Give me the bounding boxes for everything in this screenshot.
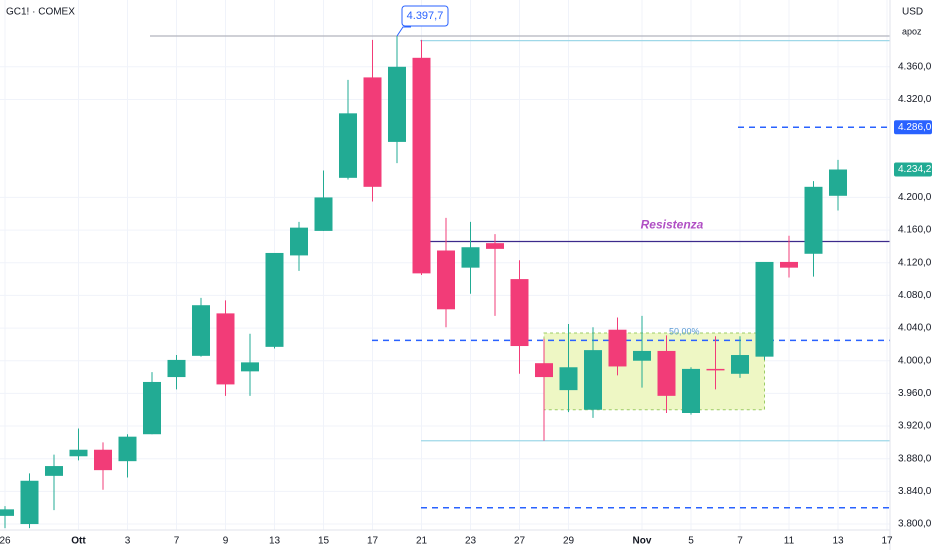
candle-body	[0, 509, 14, 516]
candle-body	[706, 368, 725, 371]
x-tick-label: 27	[514, 536, 526, 547]
price-badge-label: 4.286,0	[898, 122, 932, 133]
scale-mode: apoz	[902, 26, 922, 36]
x-tick-label: 23	[465, 536, 477, 547]
resistance-label: Resistenza	[641, 218, 704, 232]
candle-body	[510, 279, 529, 347]
chart-title: GC1! · COMEX	[6, 7, 75, 18]
x-tick-label: 17	[881, 536, 893, 547]
y-tick-label: 3.960,0	[898, 388, 932, 399]
grid	[0, 0, 890, 530]
callout-box	[401, 5, 449, 27]
x-tick-label: 17	[367, 536, 379, 547]
x-tick-label: 26	[0, 536, 11, 547]
x-tick-label: 13	[832, 536, 844, 547]
currency: USD	[902, 7, 923, 18]
candle-body	[118, 436, 137, 462]
candle-body	[143, 381, 161, 435]
candle-body	[829, 169, 847, 196]
y-tick-label: 4.000,0	[898, 355, 932, 366]
candle-body	[192, 305, 210, 356]
y-tick-label: 4.120,0	[898, 257, 932, 268]
candle-body	[633, 350, 651, 361]
candle-body	[804, 186, 823, 254]
candle-body	[290, 227, 308, 256]
candle-body	[314, 197, 333, 231]
candle-body	[584, 350, 602, 410]
candle-body	[388, 66, 406, 142]
plot-area: 50,00% Resistenza	[0, 35, 890, 529]
candle-body	[535, 363, 553, 378]
x-tick-label: 29	[563, 536, 575, 547]
x-tick-label: 7	[174, 536, 180, 547]
y-tick-label: 3.800,0	[898, 519, 932, 530]
callout-label: 4.397,7	[407, 10, 444, 22]
x-tick-label: 5	[688, 536, 694, 547]
x-tick-label: 15	[318, 536, 330, 547]
callout-pointer	[396, 26, 411, 37]
candle-body	[20, 480, 39, 525]
price-badge	[894, 162, 932, 177]
candle-body	[755, 261, 774, 357]
candle-body	[461, 247, 480, 268]
y-tick-label: 4.040,0	[898, 323, 932, 334]
candle-body	[559, 367, 578, 391]
y-tick-label: 3.880,0	[898, 453, 932, 464]
candle-body	[241, 362, 259, 372]
y-tick-label: 3.920,0	[898, 421, 932, 432]
y-tick-label: 4.200,0	[898, 192, 932, 203]
candle-body	[265, 252, 284, 347]
candle-body	[69, 449, 88, 457]
x-tick-label: 13	[269, 536, 281, 547]
x-tick-label: Ott	[71, 536, 86, 547]
candle-body	[780, 261, 798, 268]
candle-body	[657, 350, 676, 396]
y-tick-label: 4.080,0	[898, 290, 932, 301]
candle-body	[412, 57, 431, 274]
candle-body	[486, 243, 504, 249]
candle-body	[437, 250, 455, 310]
y-tick-label: 4.160,0	[898, 225, 932, 236]
candle-body	[167, 359, 186, 378]
y-tick-label: 4.320,0	[898, 94, 932, 105]
candle-body	[216, 313, 235, 385]
zone-label: 50,00%	[669, 326, 700, 336]
price-badge-label: 4.234,2	[898, 164, 932, 175]
candle-body	[608, 329, 627, 367]
x-tick-label: Nov	[633, 536, 652, 547]
x-tick-label: 21	[416, 536, 428, 547]
candle-body	[363, 77, 382, 187]
x-tick-label: 11	[784, 536, 795, 547]
candle-body	[45, 466, 63, 476]
candle-body	[339, 113, 357, 178]
axes: 3.800,0 3.840,0 3.880,0 3.920,0 3.960,0 4.000…	[0, 61, 932, 547]
candle-body	[731, 355, 749, 374]
price-badge	[894, 120, 932, 135]
candle-body	[94, 449, 112, 471]
x-tick-label: 9	[223, 536, 229, 547]
x-tick-label: 7	[737, 536, 743, 547]
candle-body	[682, 368, 700, 413]
x-tick-label: 3	[125, 536, 131, 547]
zone	[543, 332, 765, 411]
y-tick-label: 4.360,0	[898, 61, 932, 72]
y-tick-label: 3.840,0	[898, 486, 932, 497]
